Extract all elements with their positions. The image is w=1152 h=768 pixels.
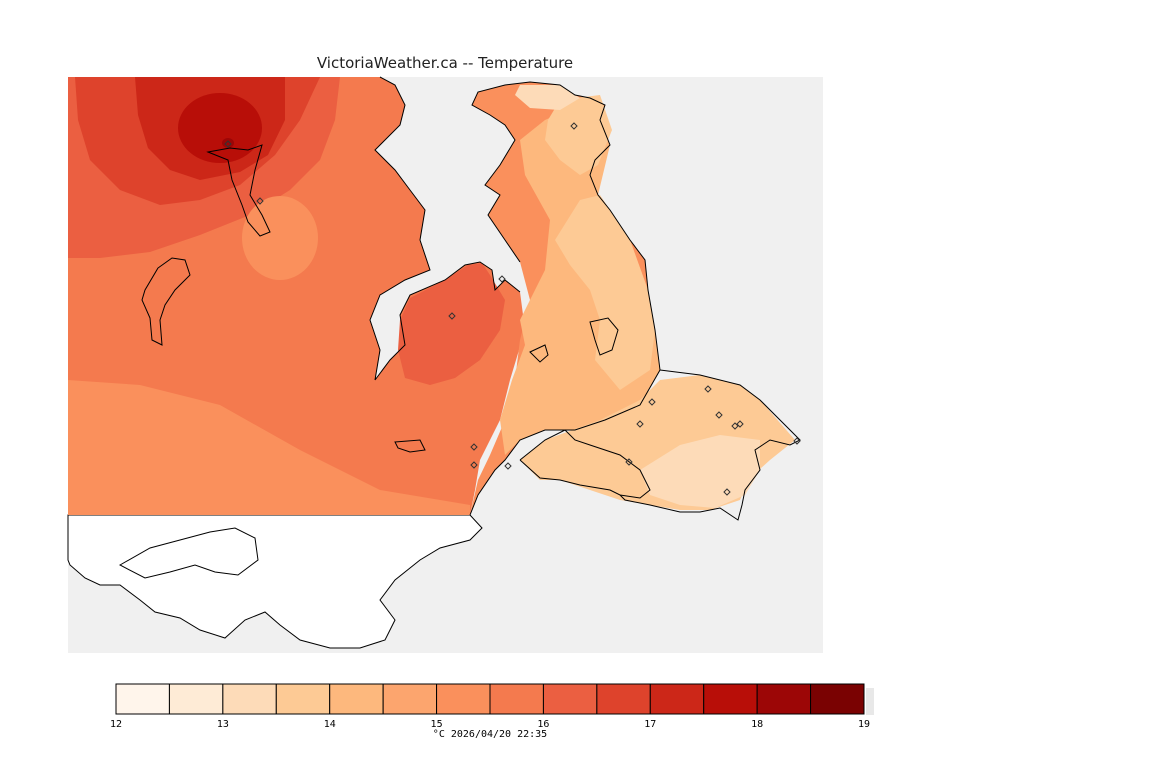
island-south-inner [118,527,259,579]
map-title: VictoriaWeather.ca -- Temperature [316,54,574,72]
station-markers [224,122,801,496]
coastlines [141,76,801,521]
scale-bin-11 [703,683,758,715]
scale-tick-13: 13 [217,719,229,730]
coast-west [369,76,521,381]
lake-outline [206,144,271,237]
scale-tick-15: 15 [431,719,443,730]
scale-bin-0 [115,683,170,715]
coast-far-east [619,369,801,521]
scale-bin-9 [596,683,651,715]
scale-bin-7 [489,683,544,715]
scale-bin-13 [810,683,865,715]
scale-tick-12: 12 [110,719,122,730]
scale-bin-5 [382,683,438,715]
scale-bin-2 [222,683,277,715]
small-lake-mid [529,344,549,363]
scale-tick-18: 18 [751,719,763,730]
scale-bins [115,683,865,715]
scale-bin-8 [542,683,598,715]
scale-caption: °C 2026/04/20 22:35 [433,729,547,740]
island-west [141,257,191,346]
scale-tick-19: 19 [858,719,870,730]
scale-bin-3 [275,683,331,715]
temperature-field [68,77,795,515]
scale-bin-12 [756,683,812,715]
scale-tick-17: 17 [644,719,656,730]
small-lake-south [394,439,426,453]
scale-tick-14: 14 [324,719,336,730]
scale-tick-16: 16 [537,719,549,730]
scale-shadow [866,688,874,715]
scale-bin-10 [649,683,705,715]
small-lake-east [589,317,619,356]
scale-bin-6 [436,683,491,715]
scale-bin-4 [329,683,384,715]
scale-ticks: 12 13 14 15 16 17 18 19 [110,719,870,730]
coast-south-east [519,429,651,499]
coast-east [469,81,661,516]
scale-bin-1 [168,683,224,715]
